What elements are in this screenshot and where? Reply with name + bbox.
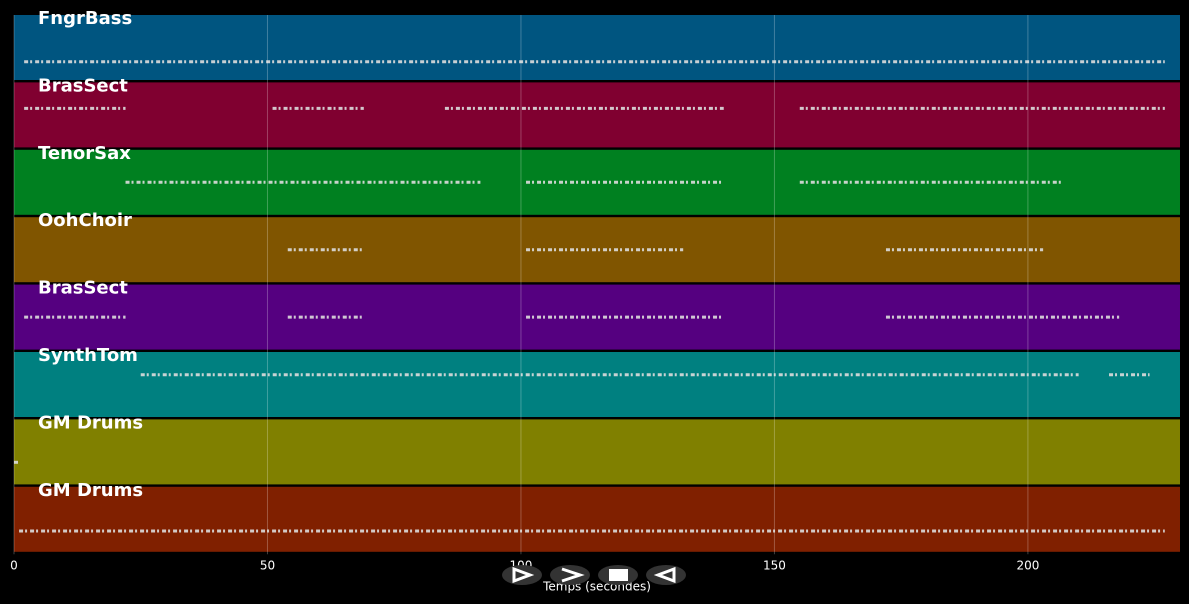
track-background	[14, 284, 1180, 350]
track-name: GM Drums	[38, 412, 143, 433]
forward-button[interactable]	[550, 565, 590, 585]
x-tick-label: 200	[1016, 559, 1039, 573]
track-name: BrasSect	[38, 75, 128, 96]
tracks	[14, 15, 1180, 552]
x-tick-label: 50	[260, 559, 275, 573]
track-background	[14, 217, 1180, 283]
track-background	[14, 419, 1180, 485]
rewind-button[interactable]	[646, 565, 686, 585]
track-name: OohChoir	[38, 210, 132, 231]
track-background	[14, 15, 1180, 80]
play-button[interactable]	[502, 565, 542, 585]
playback-controls	[502, 565, 686, 585]
track-background	[14, 352, 1180, 417]
track-name: GM Drums	[38, 480, 143, 501]
stop-button[interactable]	[598, 565, 638, 585]
track-name: BrasSect	[38, 278, 128, 299]
x-tick-label: 0	[10, 559, 18, 573]
track-name: FngrBass	[38, 8, 132, 29]
track-name: SynthTom	[38, 345, 138, 366]
track-background	[14, 149, 1180, 215]
track-background	[14, 82, 1180, 148]
track-name: TenorSax	[38, 143, 131, 164]
x-tick-label: 150	[763, 559, 786, 573]
track-background	[14, 486, 1180, 552]
